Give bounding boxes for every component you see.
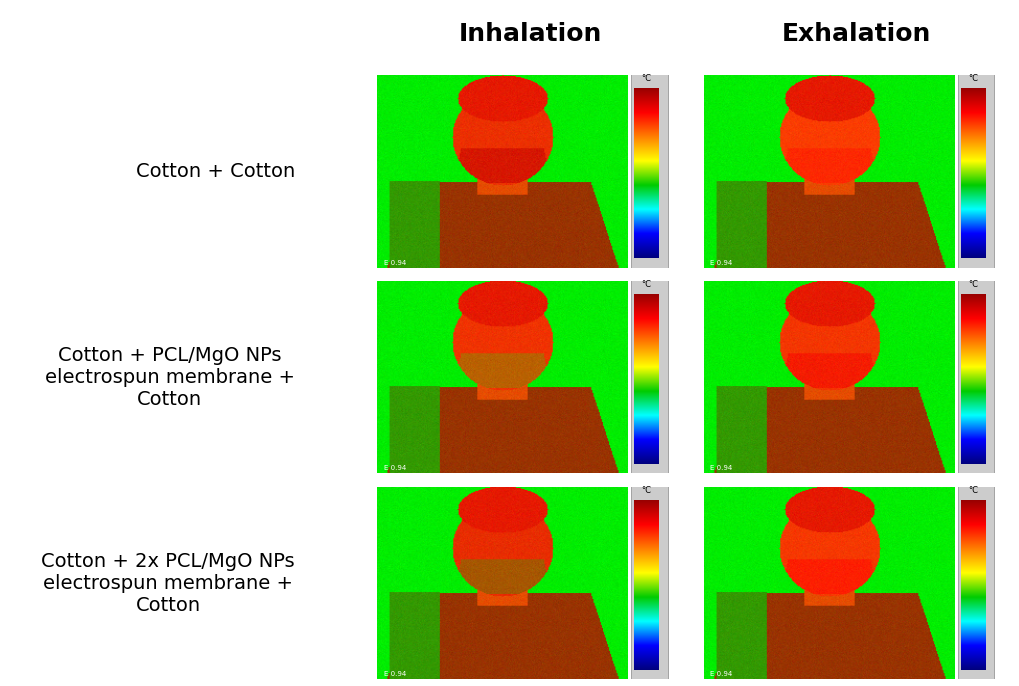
FancyBboxPatch shape xyxy=(957,279,994,483)
Text: °C: °C xyxy=(967,486,977,495)
Text: °C: °C xyxy=(641,74,651,83)
Text: °C: °C xyxy=(967,280,977,289)
FancyBboxPatch shape xyxy=(631,485,667,686)
Text: Cotton + Cotton: Cotton + Cotton xyxy=(136,162,294,181)
Text: E 0.94: E 0.94 xyxy=(709,671,732,677)
Text: Cotton + 2x PCL/MgO NPs
electrospun membrane +
Cotton: Cotton + 2x PCL/MgO NPs electrospun memb… xyxy=(41,552,294,615)
Text: °C: °C xyxy=(641,280,651,289)
Text: Cotton + PCL/MgO NPs
electrospun membrane +
Cotton: Cotton + PCL/MgO NPs electrospun membran… xyxy=(45,346,294,409)
FancyBboxPatch shape xyxy=(631,73,667,277)
Text: E 0.94: E 0.94 xyxy=(383,465,406,471)
Text: °C: °C xyxy=(967,74,977,83)
Text: Exhalation: Exhalation xyxy=(782,23,930,46)
FancyBboxPatch shape xyxy=(957,73,994,277)
FancyBboxPatch shape xyxy=(957,485,994,686)
Text: E 0.94: E 0.94 xyxy=(383,259,406,265)
Text: °C: °C xyxy=(641,486,651,495)
Text: E 0.94: E 0.94 xyxy=(709,465,732,471)
FancyBboxPatch shape xyxy=(631,279,667,483)
Text: Inhalation: Inhalation xyxy=(459,23,601,46)
Text: E 0.94: E 0.94 xyxy=(709,259,732,265)
Text: E 0.94: E 0.94 xyxy=(383,671,406,677)
